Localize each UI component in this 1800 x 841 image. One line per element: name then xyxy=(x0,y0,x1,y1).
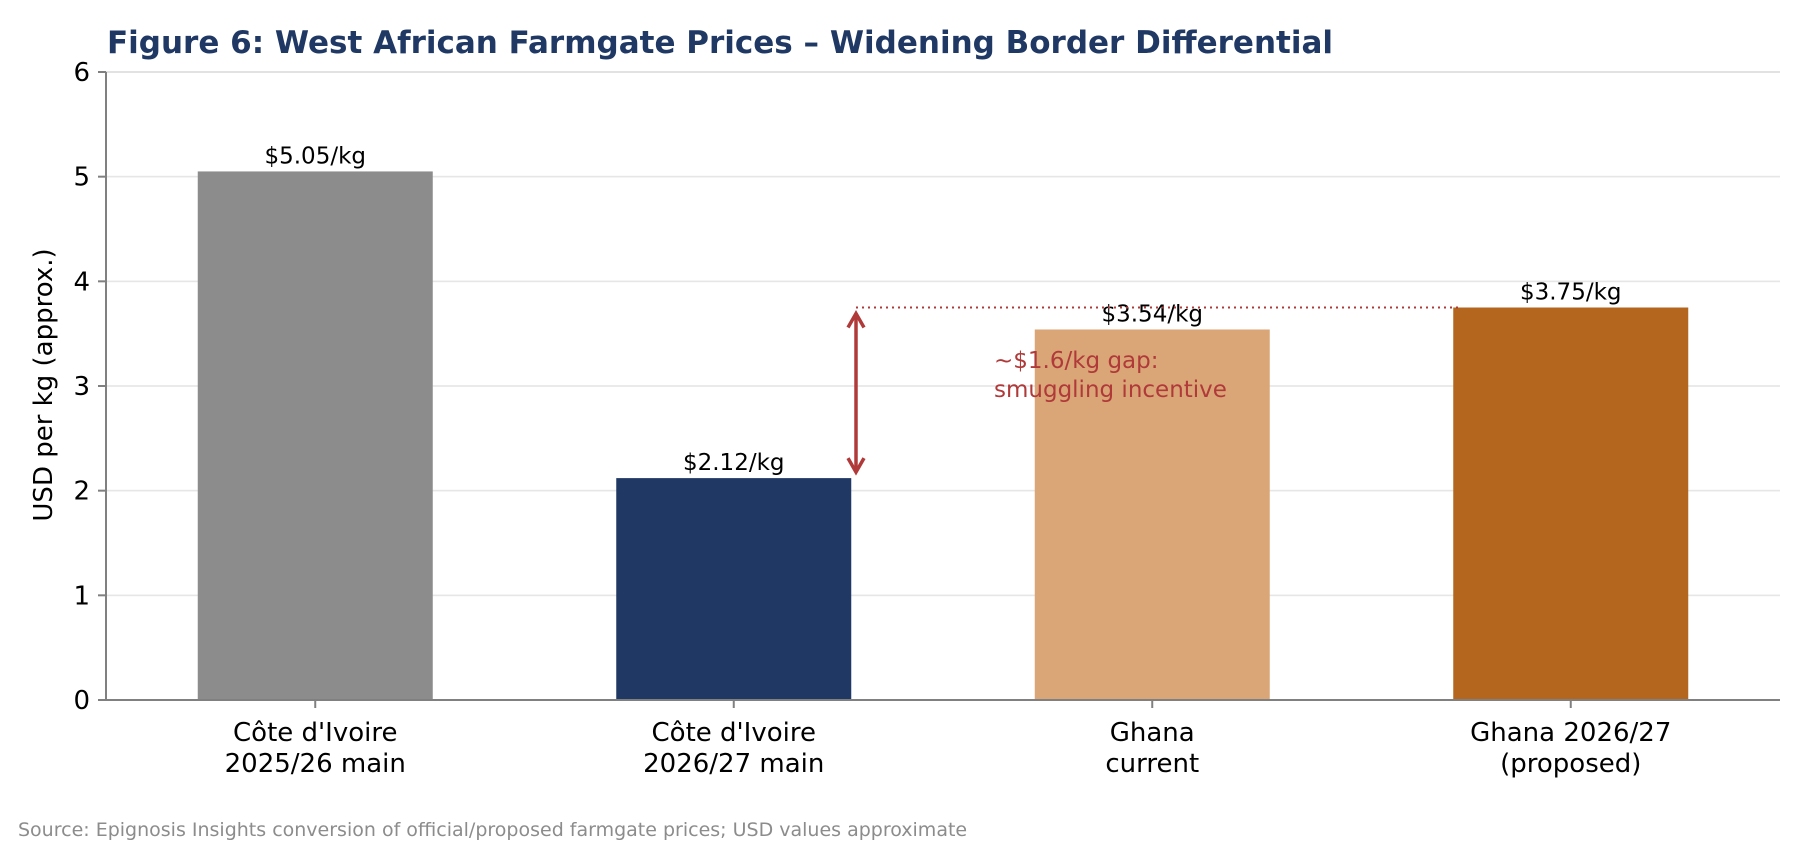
y-tick-label: 2 xyxy=(73,477,90,507)
x-tick-label: (proposed) xyxy=(1500,749,1641,779)
chart-title: Figure 6: West African Farmgate Prices –… xyxy=(107,25,1333,61)
bar xyxy=(616,478,852,700)
bar xyxy=(197,171,433,700)
gap-annotation-text: smuggling incentive xyxy=(994,377,1227,403)
bar-value-label: $5.05/kg xyxy=(264,143,366,169)
gap-annotation: ~$1.6/kg gap: smuggling incentive xyxy=(846,306,1458,476)
x-tick-label: current xyxy=(1105,749,1199,779)
y-axis-label: USD per kg (approx.) xyxy=(29,248,59,521)
gap-annotation-text: ~$1.6/kg gap: xyxy=(994,348,1159,374)
x-tick-label: Côte d'Ivoire xyxy=(652,718,816,748)
bars: $5.05/kg $2.12/kg $3.54/kg $3.75/kg xyxy=(197,143,1689,700)
y-tick-label: 6 xyxy=(73,58,90,88)
bar xyxy=(1453,307,1689,700)
x-tick-label: 2026/27 main xyxy=(643,749,824,779)
y-tick-label: 0 xyxy=(73,686,90,716)
y-tick-label: 4 xyxy=(73,267,90,297)
gap-arrow-head-down xyxy=(846,457,866,476)
x-tick-label: Côte d'Ivoire xyxy=(233,718,397,748)
x-tick-label: Ghana xyxy=(1110,718,1195,748)
bar xyxy=(1034,329,1270,700)
y-tick-label: 3 xyxy=(73,372,90,402)
bar-value-label: $3.54/kg xyxy=(1101,301,1203,327)
x-tick-label: 2025/26 main xyxy=(225,749,406,779)
x-tick-label: Ghana 2026/27 xyxy=(1470,718,1671,748)
y-tick-label: 1 xyxy=(73,581,90,611)
bar-value-label: $3.75/kg xyxy=(1520,280,1622,306)
source-note: Source: Epignosis Insights conversion of… xyxy=(18,819,968,841)
y-tick-label: 5 xyxy=(73,163,90,193)
bar-value-label: $2.12/kg xyxy=(683,450,785,476)
gap-arrow-head-up xyxy=(846,309,866,329)
